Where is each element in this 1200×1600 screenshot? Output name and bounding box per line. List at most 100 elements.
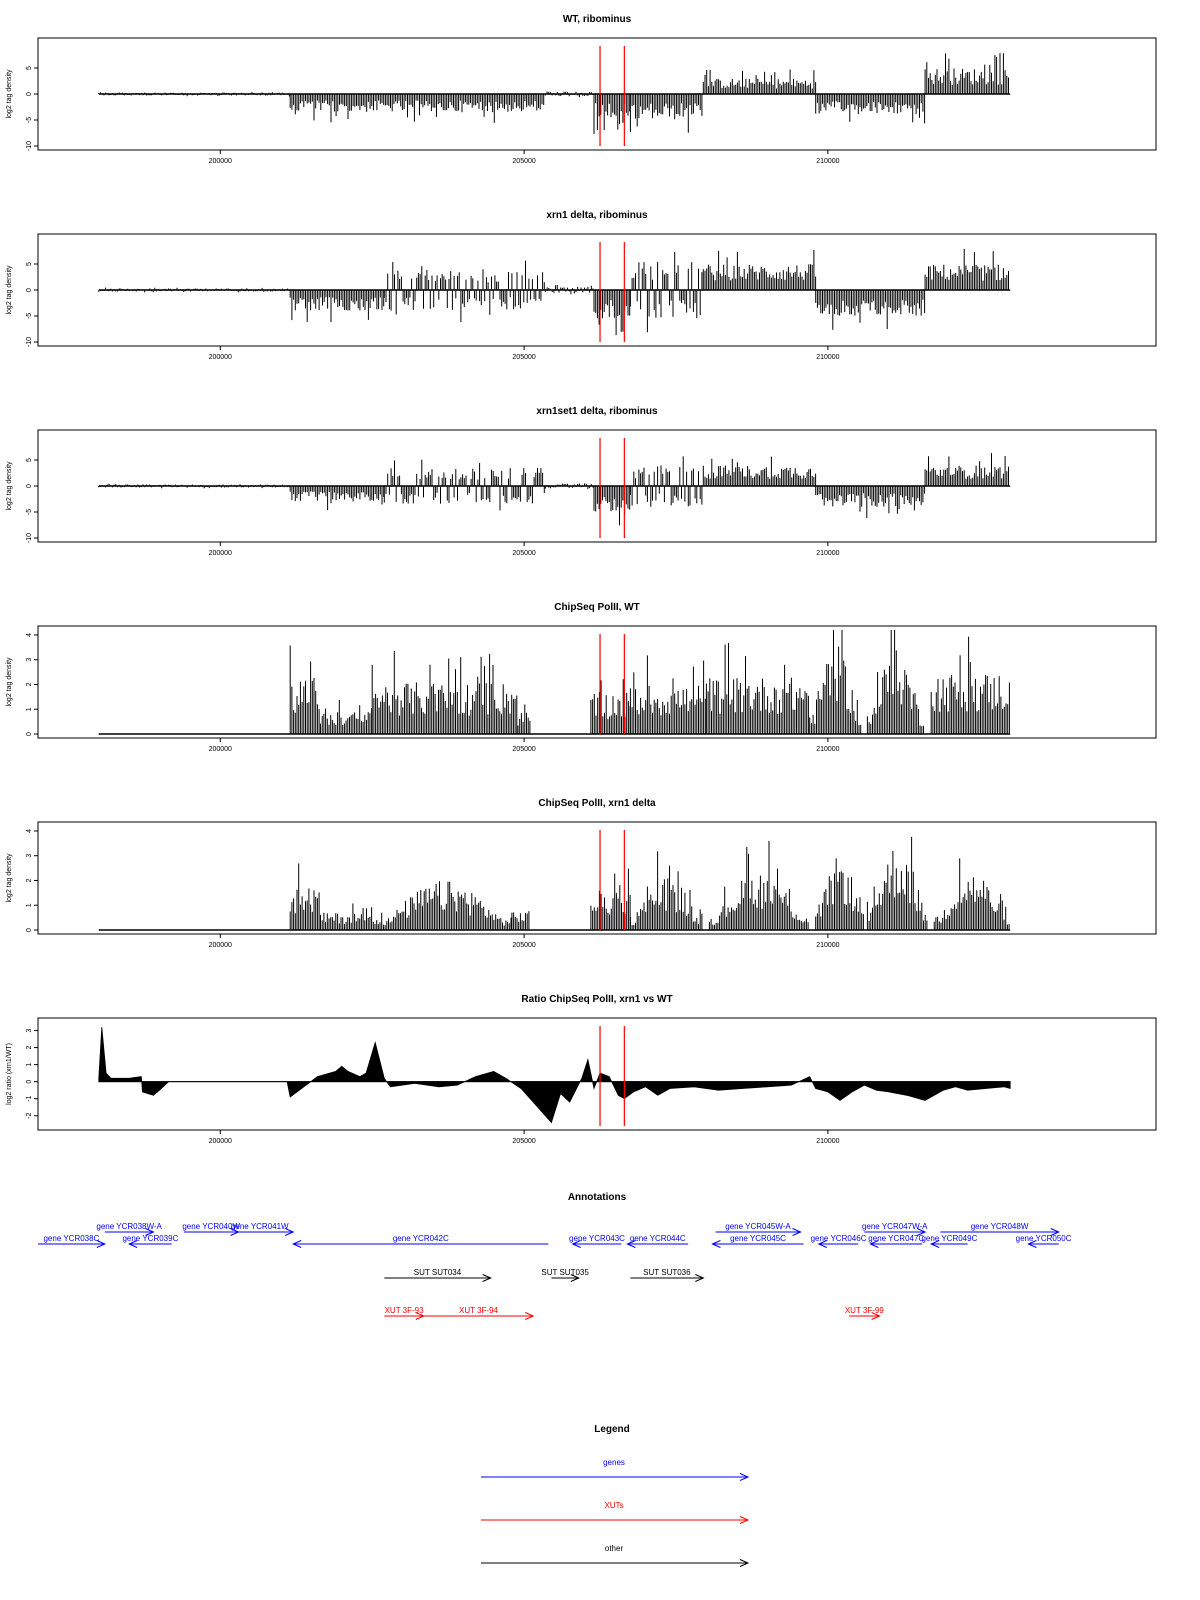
arrow-head-icon	[711, 1240, 721, 1248]
y-tick-label: 2	[26, 682, 33, 686]
arrow-head-icon	[792, 1228, 802, 1236]
y-tick-label: 3	[26, 658, 33, 662]
x-tick-label: 205000	[512, 1138, 535, 1145]
y-tick-label: 3	[26, 854, 33, 858]
y-tick-label: -10	[26, 533, 33, 543]
annotation-feature: gene YCR043C	[569, 1234, 625, 1248]
y-axis-label: log2 ratio (xrn1/WT)	[6, 1043, 13, 1105]
annotation-feature: gene YCR045C	[711, 1234, 804, 1248]
feature-label: gene YCR042C	[393, 1234, 449, 1243]
ratio-area	[98, 1027, 1011, 1124]
signal-bars	[98, 1027, 1011, 1124]
x-tick-label: 205000	[512, 158, 535, 165]
feature-label: gene YCR041W	[231, 1222, 289, 1231]
arrow-head-icon	[871, 1312, 881, 1320]
annotation-feature: gene YCR045W-A	[715, 1222, 802, 1236]
feature-label: gene YCR038W-A	[96, 1222, 162, 1231]
feature-label: SUT SUT035	[541, 1268, 589, 1277]
legend-entry: genes	[481, 1458, 750, 1481]
arrow-head-icon	[739, 1516, 750, 1524]
arrow-head-icon	[626, 1240, 636, 1248]
arrow-head-icon	[571, 1240, 581, 1248]
signal-bars	[98, 453, 1011, 526]
y-axis-label: log2 tag density	[6, 69, 13, 119]
chart-panel-1: WT, ribominus log2 tag density -10 -5 0 5 2000…	[6, 14, 1157, 165]
arrow-head-icon	[570, 1274, 581, 1282]
arrow-head-icon	[916, 1228, 927, 1236]
y-tick-label: 1	[26, 1063, 33, 1067]
y-tick-label: -2	[26, 1113, 33, 1119]
arrow-head-icon	[1027, 1240, 1037, 1248]
panel-title: xrn1 delta, ribominus	[546, 210, 648, 221]
annotations-panel: Annotations gene YCR038C gene YCR038W-A ge…	[38, 1192, 1072, 1320]
signal-bars	[98, 53, 1011, 134]
annotation-feature: gene YCR039C	[122, 1234, 179, 1248]
feature-label: XUT 3F-93	[385, 1306, 425, 1315]
feature-label: XUT 3F-99	[845, 1306, 885, 1315]
arrow-head-icon	[145, 1228, 155, 1236]
panel-title: ChipSeq PolII, WT	[554, 602, 640, 613]
x-tick-label: 205000	[512, 746, 535, 753]
y-tick-label: 2	[26, 878, 33, 882]
feature-label: gene YCR050C	[1016, 1234, 1072, 1243]
y-tick-label: -5	[26, 117, 33, 123]
x-tick-label: 200000	[209, 550, 232, 557]
chart-panel-2: xrn1 delta, ribominus log2 tag density -10…	[6, 210, 1157, 361]
x-tick-label: 200000	[209, 354, 232, 361]
panel-title: WT, ribominus	[563, 14, 632, 25]
feature-label: gene YCR045W-A	[725, 1222, 791, 1231]
y-tick-label: 4	[26, 829, 33, 833]
y-axis-label: log2 tag density	[6, 657, 13, 707]
arrow-head-icon	[525, 1312, 535, 1320]
chart-panel-6: Ratio ChipSeq PolII, xrn1 vs WT log2 rati…	[6, 994, 1157, 1145]
legend-label: genes	[603, 1458, 625, 1467]
x-tick-label: 210000	[816, 354, 839, 361]
x-tick-label: 205000	[512, 942, 535, 949]
arrow-head-icon	[929, 1240, 940, 1248]
y-tick-label: -5	[26, 313, 33, 319]
annotations-title: Annotations	[568, 1192, 627, 1203]
panel-title: ChipSeq PolII, xrn1 delta	[538, 798, 656, 809]
feature-label: gene YCR039C	[122, 1234, 178, 1243]
annotation-feature: gene YCR046C	[811, 1234, 867, 1248]
annotation-feature: gene YCR041W	[226, 1222, 295, 1236]
arrow-head-icon	[1050, 1228, 1061, 1236]
y-axis-label: log2 tag density	[6, 461, 13, 511]
annotation-feature: gene YCR050C	[1016, 1234, 1072, 1248]
panel-title: xrn1set1 delta, ribominus	[536, 406, 658, 417]
arrow-head-icon	[127, 1240, 138, 1248]
annotation-feature: XUT 3F-99	[845, 1306, 885, 1320]
legend-entry: other	[481, 1544, 750, 1567]
y-tick-label: 0	[26, 1080, 33, 1084]
arrow-head-icon	[284, 1228, 295, 1236]
panel-title: Ratio ChipSeq PolII, xrn1 vs WT	[521, 994, 672, 1005]
signal-bars	[98, 630, 1011, 735]
signal-bars	[98, 249, 1011, 336]
feature-label: gene YCR043C	[569, 1234, 625, 1243]
y-tick-label: 0	[26, 288, 33, 292]
x-tick-label: 210000	[816, 1138, 839, 1145]
x-tick-label: 205000	[512, 550, 535, 557]
x-tick-label: 210000	[816, 942, 839, 949]
annotation-feature: SUT SUT035	[541, 1268, 589, 1282]
y-tick-label: 0	[26, 928, 33, 932]
y-tick-label: 2	[26, 1046, 33, 1050]
arrow-head-icon	[96, 1240, 107, 1248]
y-tick-label: 0	[26, 484, 33, 488]
feature-label: gene YCR047C	[868, 1234, 924, 1243]
y-tick-label: 3	[26, 1028, 33, 1032]
x-tick-label: 200000	[209, 158, 232, 165]
feature-label: XUT 3F-94	[459, 1306, 499, 1315]
y-tick-label: -10	[26, 141, 33, 151]
x-tick-label: 205000	[512, 354, 535, 361]
x-tick-label: 200000	[209, 746, 232, 753]
feature-label: gene YCR040W	[182, 1222, 240, 1231]
feature-label: gene YCR047W-A	[862, 1222, 928, 1231]
annotation-feature: gene YCR044C	[626, 1234, 689, 1248]
feature-label: gene YCR046C	[811, 1234, 867, 1243]
arrow-head-icon	[695, 1274, 705, 1282]
arrow-head-icon	[482, 1274, 492, 1282]
annotation-feature: SUT SUT034	[384, 1268, 492, 1282]
x-tick-label: 210000	[816, 746, 839, 753]
